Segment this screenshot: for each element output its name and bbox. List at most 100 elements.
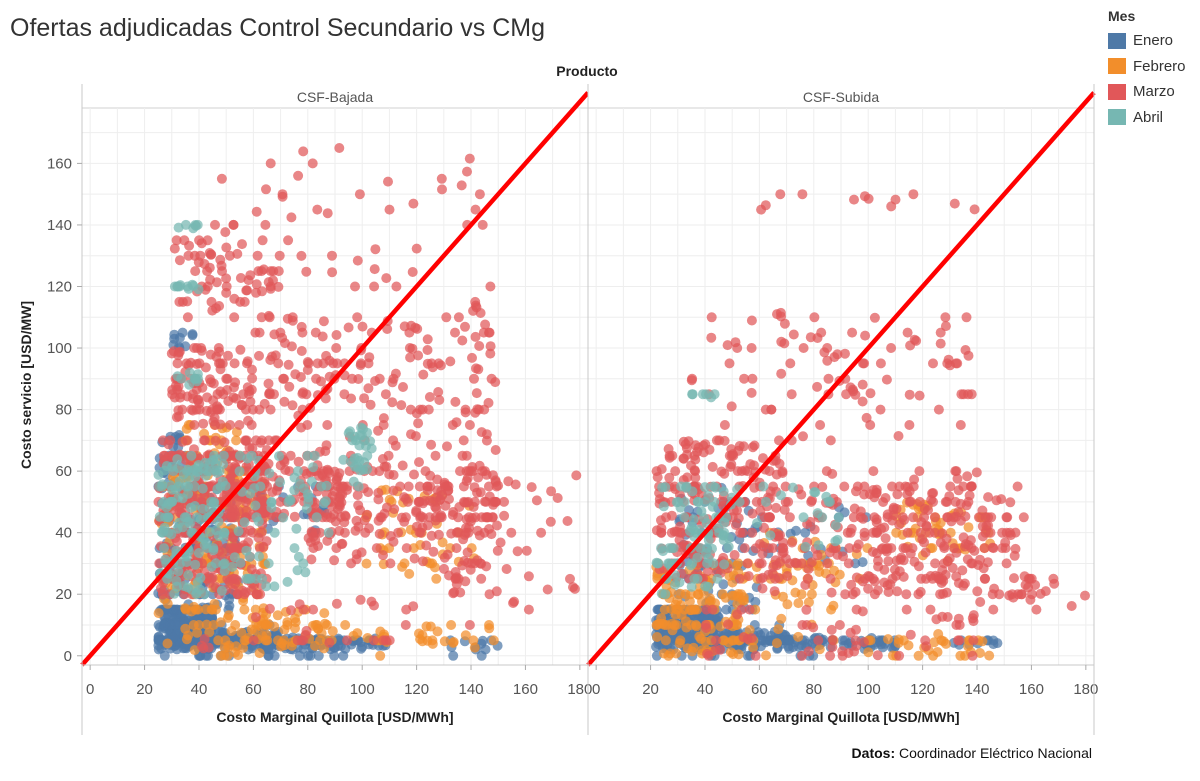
point-marzo (251, 435, 262, 446)
point-marzo (202, 392, 213, 403)
point-marzo (216, 260, 227, 271)
point-marzo (905, 496, 916, 507)
point-marzo (503, 476, 514, 487)
point-marzo (773, 572, 784, 583)
point-marzo (521, 545, 532, 556)
point-marzo (182, 296, 193, 307)
point-febrero (932, 647, 943, 657)
point-marzo (913, 589, 924, 600)
point-marzo (987, 542, 998, 553)
point-marzo (283, 235, 294, 246)
point-marzo (879, 522, 890, 533)
point-marzo (373, 487, 384, 498)
point-marzo (421, 540, 432, 551)
point-marzo (719, 468, 730, 479)
point-febrero (193, 604, 203, 615)
point-marzo (867, 546, 878, 557)
point-marzo (742, 558, 753, 569)
point-marzo (440, 500, 451, 511)
point-marzo (827, 634, 838, 645)
point-marzo (868, 466, 879, 477)
panel-header (588, 84, 1094, 108)
point-febrero (685, 605, 695, 616)
point-marzo (1025, 594, 1036, 605)
point-marzo (173, 381, 184, 392)
point-marzo (460, 321, 470, 332)
point-febrero (963, 522, 974, 533)
point-marzo (235, 344, 246, 355)
point-abril (798, 512, 809, 523)
point-marzo (490, 377, 501, 388)
point-abril (172, 523, 183, 534)
point-marzo (352, 255, 363, 266)
point-febrero (658, 648, 669, 659)
point-marzo (526, 482, 537, 493)
x-tick-label: 0 (592, 681, 600, 698)
point-marzo (942, 496, 952, 507)
legend-item-abril[interactable]: Abril (1108, 105, 1196, 131)
point-abril (157, 479, 168, 490)
point-marzo (363, 487, 374, 498)
point-marzo (747, 373, 758, 384)
legend-item-marzo[interactable]: Marzo (1108, 79, 1196, 105)
point-abril (695, 543, 706, 554)
point-abril (206, 561, 217, 572)
point-marzo (863, 583, 874, 594)
point-abril (177, 493, 188, 504)
point-abril (167, 484, 178, 495)
point-abril (718, 486, 729, 497)
point-marzo (1080, 590, 1090, 601)
point-abril (234, 466, 245, 477)
point-marzo (384, 204, 395, 215)
point-marzo (931, 614, 942, 625)
point-marzo (453, 312, 464, 323)
point-abril (356, 430, 367, 441)
point-abril (187, 279, 198, 290)
point-marzo (967, 650, 978, 661)
point-abril (673, 496, 684, 507)
point-marzo (423, 404, 434, 415)
point-marzo (921, 520, 932, 531)
point-febrero (437, 537, 448, 548)
point-marzo (902, 527, 913, 538)
point-enero (477, 635, 488, 646)
point-abril (190, 471, 201, 482)
point-marzo (476, 427, 487, 438)
point-abril (353, 481, 364, 492)
point-marzo (355, 505, 366, 516)
point-marzo (274, 250, 285, 261)
legend-item-enero[interactable]: Enero (1108, 28, 1196, 54)
point-marzo (457, 450, 468, 461)
point-marzo (869, 312, 880, 323)
point-marzo (747, 527, 758, 538)
point-marzo (760, 200, 771, 211)
point-abril (197, 503, 208, 514)
legend-item-febrero[interactable]: Febrero (1108, 54, 1196, 80)
point-enero (269, 650, 280, 661)
panel-header-label: CSF-Subida (803, 89, 879, 105)
point-marzo (798, 431, 808, 442)
point-marzo (788, 329, 799, 340)
x-tick-label: 140 (965, 681, 990, 698)
point-abril (179, 512, 190, 523)
point-marzo (949, 543, 959, 554)
point-marzo (383, 176, 393, 187)
y-tick-label: 40 (55, 525, 72, 542)
y-tick-label: 120 (47, 278, 72, 295)
point-marzo (945, 481, 956, 492)
point-marzo (940, 321, 951, 332)
point-marzo (871, 526, 882, 537)
point-febrero (685, 589, 696, 600)
point-marzo (778, 543, 789, 554)
point-marzo (947, 562, 958, 573)
point-marzo (958, 532, 969, 543)
point-marzo (464, 153, 475, 164)
legend-swatch (1108, 58, 1126, 75)
point-marzo (746, 387, 757, 398)
point-marzo (287, 400, 298, 411)
point-marzo (235, 273, 246, 283)
point-abril (289, 485, 300, 496)
point-marzo (351, 515, 362, 526)
point-marzo (449, 587, 460, 598)
x-tick-label: 0 (86, 681, 94, 698)
